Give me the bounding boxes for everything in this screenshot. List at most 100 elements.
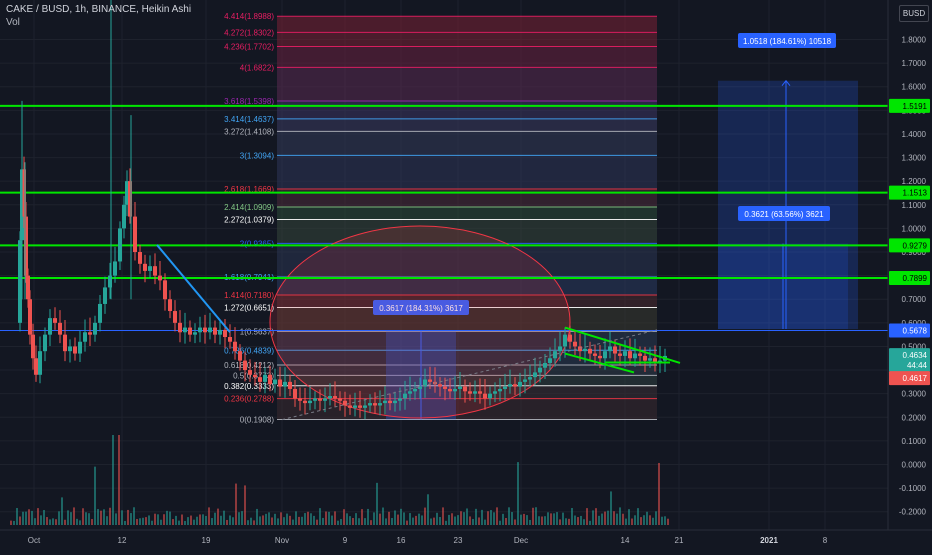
volume-bar bbox=[472, 518, 474, 525]
volume-bar bbox=[574, 515, 576, 525]
candle-body bbox=[623, 351, 627, 356]
symbol-title[interactable]: CAKE / BUSD, 1h, BINANCE, Heikin Ashi bbox=[6, 4, 192, 15]
price-tick-label: -0.1000 bbox=[899, 484, 927, 493]
volume-bar bbox=[580, 515, 582, 525]
fib-band bbox=[277, 375, 657, 386]
volume-bar bbox=[628, 509, 630, 525]
volume-bars bbox=[10, 435, 669, 525]
volume-bar bbox=[169, 511, 171, 525]
volume-bar bbox=[157, 514, 159, 525]
candle-body bbox=[543, 362, 547, 368]
volume-bar bbox=[316, 519, 318, 525]
volume-bar bbox=[373, 512, 375, 525]
volume-bar bbox=[544, 516, 546, 525]
candle-body bbox=[553, 351, 557, 359]
candle-body bbox=[453, 388, 457, 392]
candle-body bbox=[643, 355, 647, 361]
measure-tools: 1.0518 (184.61%) 10518 0.3621 (63.56%) 36… bbox=[373, 33, 858, 420]
fib-band bbox=[277, 219, 657, 244]
volume-bar bbox=[469, 516, 471, 525]
volume-bar bbox=[109, 507, 111, 525]
volume-bar bbox=[664, 516, 666, 525]
volume-bar bbox=[493, 512, 495, 525]
volume-bar bbox=[376, 482, 378, 525]
volume-bar bbox=[37, 508, 39, 525]
volume-bar bbox=[532, 507, 534, 525]
volume-bar bbox=[310, 513, 312, 525]
fib-band bbox=[277, 206, 657, 220]
candle-body bbox=[188, 327, 192, 335]
volume-bar bbox=[19, 516, 21, 525]
price-tag-bg bbox=[889, 98, 930, 113]
volume-bar bbox=[220, 515, 222, 525]
volume-bar bbox=[397, 514, 399, 525]
volume-indicator-label[interactable]: Vol bbox=[6, 17, 20, 28]
price-tag-bg bbox=[889, 323, 930, 338]
candle-body bbox=[24, 216, 28, 276]
fib-band bbox=[277, 16, 657, 33]
measure-label-bg bbox=[738, 206, 830, 221]
candle-body bbox=[163, 280, 167, 300]
fib-band bbox=[277, 365, 657, 376]
candle-body bbox=[618, 353, 622, 356]
price-tick-label: 0.0000 bbox=[902, 461, 927, 470]
candle-body bbox=[413, 388, 417, 392]
volume-bar bbox=[163, 514, 165, 525]
volume-bar bbox=[379, 513, 381, 525]
volume-bar bbox=[160, 519, 162, 525]
volume-bar bbox=[658, 462, 660, 525]
fib-trend-dashed bbox=[281, 329, 658, 421]
volume-bar bbox=[88, 513, 90, 525]
volume-bar bbox=[529, 519, 531, 525]
fib-band bbox=[277, 155, 657, 189]
candle-body bbox=[488, 393, 492, 399]
volume-bar bbox=[400, 508, 402, 525]
candle-body bbox=[218, 329, 222, 335]
fib-band bbox=[277, 67, 657, 101]
candle-body bbox=[353, 405, 357, 408]
candle-body bbox=[508, 384, 512, 387]
candle-body bbox=[173, 311, 177, 323]
currency-button[interactable]: BUSD bbox=[899, 5, 929, 22]
horizontal-lines bbox=[0, 104, 888, 331]
volume-bar bbox=[406, 520, 408, 525]
volume-bar bbox=[577, 517, 579, 525]
volume-bar bbox=[667, 518, 669, 525]
trendlines bbox=[156, 244, 681, 421]
fib-level-label: 4(1.6822) bbox=[240, 63, 275, 72]
volume-bar bbox=[274, 513, 276, 525]
time-axis-bg bbox=[0, 530, 932, 550]
candle-body bbox=[63, 334, 67, 352]
fib-level-label: 1.414(0.7180) bbox=[224, 291, 274, 300]
volume-bar bbox=[313, 515, 315, 525]
candle-body bbox=[333, 396, 337, 399]
candle-body bbox=[438, 384, 442, 387]
price-tick-label: 1.4000 bbox=[902, 130, 927, 139]
volume-bar bbox=[304, 513, 306, 525]
candle-body bbox=[583, 348, 587, 352]
candle-body bbox=[418, 386, 422, 389]
volume-bar bbox=[358, 518, 360, 525]
volume-bar bbox=[619, 507, 621, 525]
volume-bar bbox=[631, 518, 633, 525]
candle-body bbox=[258, 377, 262, 382]
candle-body bbox=[498, 388, 502, 392]
measure-label: 0.3621 (63.56%) 3621 bbox=[744, 210, 824, 219]
volume-bar bbox=[607, 510, 609, 525]
candle-body bbox=[288, 381, 292, 389]
candle-body bbox=[118, 228, 122, 262]
volume-bar bbox=[256, 508, 258, 525]
volume-bar bbox=[16, 508, 18, 525]
price-tag-label: 0.4617 bbox=[903, 374, 928, 383]
candle-body bbox=[363, 405, 367, 408]
volume-bar bbox=[637, 508, 639, 525]
volume-bar bbox=[85, 512, 87, 525]
volume-bar bbox=[181, 514, 183, 525]
candle-body bbox=[93, 322, 97, 335]
volume-bar bbox=[553, 513, 555, 525]
time-axis: Oct 12 19 Nov 9 16 23 Dec 14 21 2021 8 bbox=[0, 529, 932, 550]
price-tag-label: 0.5678 bbox=[903, 326, 928, 335]
candle-body bbox=[518, 381, 522, 387]
